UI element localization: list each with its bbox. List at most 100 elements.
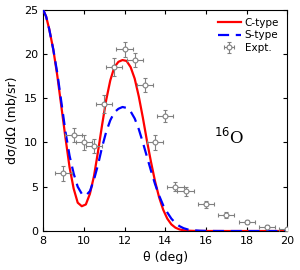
S-type: [161, 204, 165, 207]
S-type: [68, 154, 71, 157]
S-type: [275, 230, 279, 233]
C-type: [235, 230, 238, 233]
C-type: [178, 228, 181, 231]
C-type: [265, 230, 269, 233]
S-type: [286, 230, 289, 233]
Line: S-type: S-type: [43, 9, 287, 231]
S-type: [100, 145, 104, 149]
S-type: [52, 48, 55, 51]
S-type: [56, 72, 59, 75]
C-type: [214, 230, 218, 233]
S-type: [157, 194, 161, 197]
S-type: [96, 163, 100, 166]
S-type: [76, 185, 80, 188]
C-type: [169, 223, 173, 226]
S-type: [166, 211, 169, 214]
C-type: [68, 166, 71, 169]
Line: C-type: C-type: [43, 9, 287, 231]
C-type: [157, 196, 161, 199]
C-type: [64, 136, 67, 140]
S-type: [117, 107, 120, 110]
C-type: [186, 229, 189, 232]
S-type: [265, 230, 269, 233]
S-type: [198, 229, 202, 232]
S-type: [204, 229, 208, 232]
C-type: [129, 66, 132, 69]
S-type: [109, 119, 112, 122]
S-type: [141, 141, 145, 144]
S-type: [64, 130, 67, 133]
S-type: [125, 106, 128, 110]
C-type: [153, 180, 157, 183]
C-type: [41, 8, 45, 11]
S-type: [153, 183, 157, 186]
Text: $^{16}$O: $^{16}$O: [214, 128, 244, 148]
C-type: [192, 229, 196, 232]
S-type: [80, 192, 84, 195]
C-type: [141, 116, 145, 119]
C-type: [149, 160, 153, 164]
C-type: [198, 229, 202, 232]
C-type: [100, 123, 104, 126]
S-type: [169, 217, 173, 220]
S-type: [235, 230, 238, 233]
S-type: [192, 229, 196, 232]
C-type: [76, 201, 80, 204]
C-type: [92, 174, 96, 178]
S-type: [224, 230, 228, 233]
S-type: [121, 105, 124, 109]
C-type: [125, 59, 128, 63]
Legend: C-type, S-type, Expt.: C-type, S-type, Expt.: [214, 15, 282, 56]
C-type: [161, 208, 165, 211]
S-type: [72, 172, 75, 175]
Y-axis label: dσ/dΩ (mb/sr): dσ/dΩ (mb/sr): [6, 76, 19, 164]
C-type: [84, 203, 88, 206]
S-type: [44, 15, 48, 18]
S-type: [182, 227, 185, 230]
C-type: [121, 58, 124, 62]
S-type: [145, 155, 149, 158]
S-type: [186, 228, 189, 231]
S-type: [112, 111, 116, 114]
C-type: [133, 77, 136, 80]
C-type: [72, 187, 75, 190]
C-type: [174, 226, 177, 229]
S-type: [129, 110, 132, 113]
S-type: [41, 8, 45, 11]
S-type: [84, 194, 88, 197]
C-type: [44, 15, 48, 18]
X-axis label: θ (deg): θ (deg): [143, 251, 188, 264]
S-type: [104, 130, 108, 133]
S-type: [149, 169, 153, 173]
C-type: [96, 150, 100, 153]
S-type: [255, 230, 259, 233]
S-type: [178, 225, 181, 228]
S-type: [174, 221, 177, 225]
C-type: [204, 230, 208, 233]
C-type: [80, 205, 84, 208]
C-type: [56, 74, 59, 77]
C-type: [145, 139, 149, 142]
C-type: [47, 28, 51, 31]
C-type: [104, 98, 108, 102]
S-type: [92, 178, 96, 181]
C-type: [52, 48, 55, 51]
C-type: [88, 192, 92, 195]
S-type: [60, 101, 63, 104]
C-type: [117, 60, 120, 63]
S-type: [88, 190, 92, 193]
C-type: [137, 95, 141, 98]
S-type: [133, 117, 136, 120]
C-type: [182, 229, 185, 232]
C-type: [109, 79, 112, 82]
C-type: [224, 230, 228, 233]
C-type: [60, 105, 63, 109]
C-type: [112, 66, 116, 69]
C-type: [245, 230, 248, 233]
C-type: [275, 230, 279, 233]
C-type: [255, 230, 259, 233]
S-type: [137, 127, 141, 131]
S-type: [47, 28, 51, 31]
S-type: [214, 229, 218, 232]
S-type: [245, 230, 248, 233]
